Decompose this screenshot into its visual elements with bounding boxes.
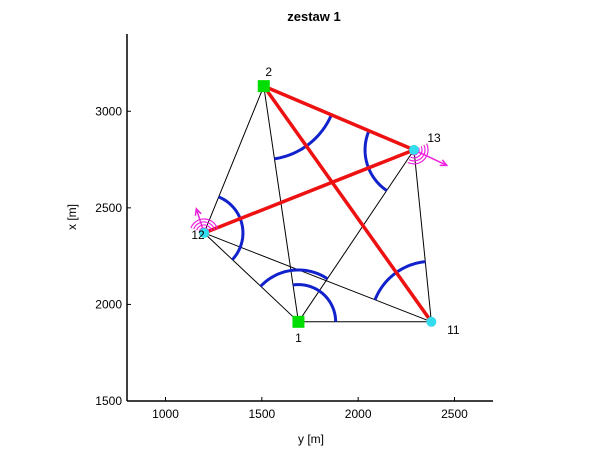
- point-marker-2: [257, 80, 270, 93]
- x-tick-label: 2000: [345, 407, 372, 421]
- x-tick-label: 1000: [152, 407, 179, 421]
- direction-arrow-head: [439, 159, 449, 167]
- chart-title: zestaw 1: [287, 9, 340, 24]
- distance-line-2-13: [263, 84, 415, 152]
- x-tick-label: 1500: [248, 407, 275, 421]
- direction-fan-arc: [407, 143, 429, 165]
- direction-arrow-head: [194, 207, 202, 216]
- angle-arc-2-0: [274, 114, 333, 161]
- direction-fan-arc: [193, 221, 216, 231]
- distance-line-2-11: [262, 85, 433, 323]
- direction-fan-arc: [196, 224, 213, 231]
- y-axis-label: x [m]: [65, 204, 79, 230]
- point-marker-12: [199, 227, 210, 238]
- y-tick-label: 2500: [95, 201, 122, 215]
- angle-arc-1-5: [292, 283, 338, 322]
- angle-arc-11-4: [373, 260, 426, 301]
- observation-line-1-12: [203, 232, 299, 323]
- x-tick-label: 2500: [441, 407, 468, 421]
- angle-arc-13-3: [363, 130, 388, 192]
- direction-fan-arc: [190, 218, 219, 230]
- point-label-2: 2: [265, 65, 272, 79]
- point-label-11: 11: [447, 323, 460, 337]
- direction-fan-arc: [408, 144, 426, 162]
- point-label-13: 13: [427, 131, 441, 145]
- y-tick-label: 3000: [95, 104, 122, 118]
- y-tick-label: 1500: [95, 394, 122, 408]
- angle-arc-12-1: [218, 195, 245, 261]
- angle-arc-1-2: [259, 268, 329, 288]
- direction-arrow-shaft: [413, 149, 448, 167]
- point-marker-1: [292, 315, 305, 328]
- distance-line-12-13: [203, 148, 415, 235]
- observation-line-2-12: [203, 85, 265, 234]
- observation-line-12-11: [203, 232, 432, 323]
- point-marker-13: [409, 144, 420, 155]
- point-label-1: 1: [295, 331, 302, 345]
- observation-line-13-11: [413, 149, 432, 322]
- point-marker-11: [426, 316, 437, 327]
- x-axis-label: y [m]: [298, 432, 324, 446]
- y-tick-label: 2000: [95, 297, 122, 311]
- direction-fan-arc: [410, 146, 423, 159]
- axes: 1000 1500 2000 2500 1500 2000 2500 3000: [95, 34, 493, 421]
- point-label-12: 12: [191, 228, 205, 242]
- observation-line-1-13: [298, 149, 415, 323]
